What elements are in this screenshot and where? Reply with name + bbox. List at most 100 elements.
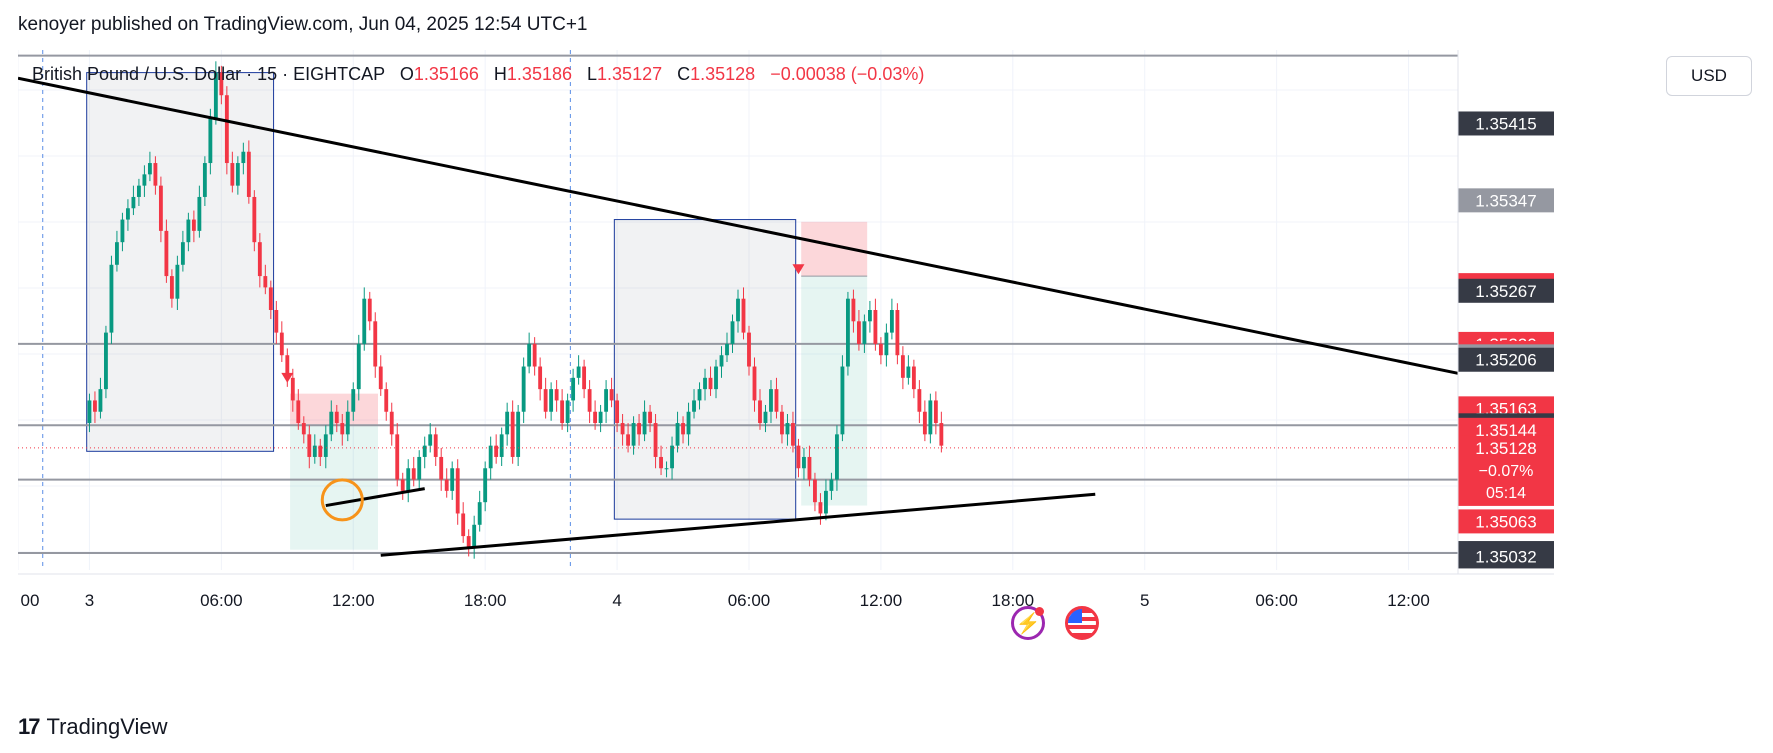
- candle-body: [884, 332, 889, 356]
- candle: [752, 357, 757, 412]
- price-label-text: 1.35144: [1475, 421, 1536, 440]
- candle-body: [692, 400, 696, 412]
- candle: [659, 445, 663, 476]
- candle-body: [191, 219, 196, 231]
- candle-body: [703, 377, 707, 390]
- candle: [367, 291, 372, 331]
- candle-body: [499, 434, 504, 457]
- candle-body: [252, 196, 257, 243]
- price-label-bg: [1458, 111, 1554, 136]
- candle: [494, 434, 499, 464]
- candle-body: [780, 411, 784, 435]
- candle: [692, 389, 696, 419]
- candle-body: [576, 366, 581, 378]
- candle-body: [126, 208, 130, 220]
- candle-body: [164, 230, 169, 277]
- candle-body: [235, 163, 240, 186]
- candle-body: [813, 479, 817, 503]
- candle: [301, 416, 306, 444]
- candle-body: [615, 400, 620, 424]
- candle-body: [851, 298, 856, 322]
- candle: [115, 230, 119, 272]
- candle: [477, 490, 482, 532]
- candle-body: [505, 411, 510, 435]
- take-profit-zone: [290, 425, 378, 550]
- time-tick-label: 3: [85, 591, 94, 610]
- candle: [142, 165, 147, 197]
- candle-body: [928, 400, 933, 435]
- candle: [466, 529, 471, 557]
- candle-body: [730, 321, 735, 344]
- candle-body: [241, 151, 246, 164]
- chart-area[interactable]: 1.354151.353471.352721.352671.352201.352…: [18, 50, 1754, 692]
- candle-body: [681, 423, 685, 435]
- candle: [911, 359, 916, 399]
- currency-button[interactable]: USD: [1666, 56, 1752, 96]
- candle: [87, 393, 92, 433]
- price-axis-label: 1.35032: [1458, 544, 1554, 569]
- stop-loss-zone: [290, 393, 378, 426]
- candle: [703, 368, 707, 401]
- candle-body: [362, 298, 367, 344]
- candle-body: [708, 377, 713, 390]
- candle: [626, 423, 630, 453]
- candle: [389, 402, 394, 446]
- candle: [928, 393, 933, 444]
- candle-body: [389, 411, 394, 435]
- candle-body: [450, 468, 455, 491]
- candle: [510, 400, 515, 464]
- candle: [719, 346, 724, 378]
- change-value: −0.00038 (−0.03%): [770, 64, 925, 84]
- sell-arrow-marker: [792, 264, 805, 275]
- candle-body: [109, 264, 114, 333]
- candle: [846, 291, 850, 376]
- candle: [532, 337, 537, 376]
- candle: [725, 332, 729, 362]
- candle: [323, 425, 328, 469]
- candle: [488, 436, 493, 480]
- candle-body: [351, 389, 356, 412]
- candle: [318, 438, 323, 466]
- candle-body: [406, 468, 411, 491]
- close-label: C: [677, 64, 691, 84]
- symbol-title[interactable]: British Pound / U.S. Dollar · 15 · EIGHT…: [32, 64, 385, 84]
- candle: [169, 269, 174, 308]
- candle-body: [263, 276, 268, 288]
- candle-body: [532, 343, 537, 367]
- flash-event-icon[interactable]: ⚡: [1011, 606, 1045, 640]
- candle-body: [345, 411, 350, 435]
- candle: [202, 156, 207, 206]
- candle-body: [878, 343, 883, 356]
- candle-body: [340, 423, 345, 435]
- current-price-text: 1.35128: [1475, 439, 1536, 458]
- us-flag-event-icon[interactable]: [1065, 606, 1099, 640]
- price-label-bg: [1458, 278, 1554, 303]
- candle-body: [829, 479, 834, 491]
- candle-body: [637, 423, 641, 435]
- candle: [384, 382, 389, 421]
- high-value: 1.35186: [506, 64, 572, 84]
- candle: [785, 414, 790, 446]
- tradingview-logo[interactable]: 17 TradingView: [18, 714, 168, 740]
- candle-body: [213, 72, 218, 118]
- candle-body: [697, 389, 702, 401]
- candle: [439, 447, 444, 491]
- candle: [257, 233, 262, 288]
- candle: [516, 404, 521, 466]
- candle: [131, 185, 136, 216]
- time-tick-label: 06:00: [200, 591, 243, 610]
- candle: [565, 393, 570, 433]
- candle-body: [560, 400, 565, 424]
- candle-body: [301, 423, 306, 435]
- price-axis-label: 1.35347: [1458, 188, 1554, 213]
- candle: [186, 212, 191, 252]
- candle: [450, 461, 455, 500]
- candle-body: [835, 434, 839, 480]
- candle-body: [598, 411, 603, 424]
- candlestick-chart[interactable]: 1.354151.353471.352721.352671.352201.352…: [18, 50, 1754, 692]
- candle-body: [428, 434, 433, 446]
- candle-body: [411, 468, 416, 480]
- candle: [472, 515, 477, 559]
- candle-body: [279, 332, 284, 356]
- close-value: 1.35128: [690, 64, 756, 84]
